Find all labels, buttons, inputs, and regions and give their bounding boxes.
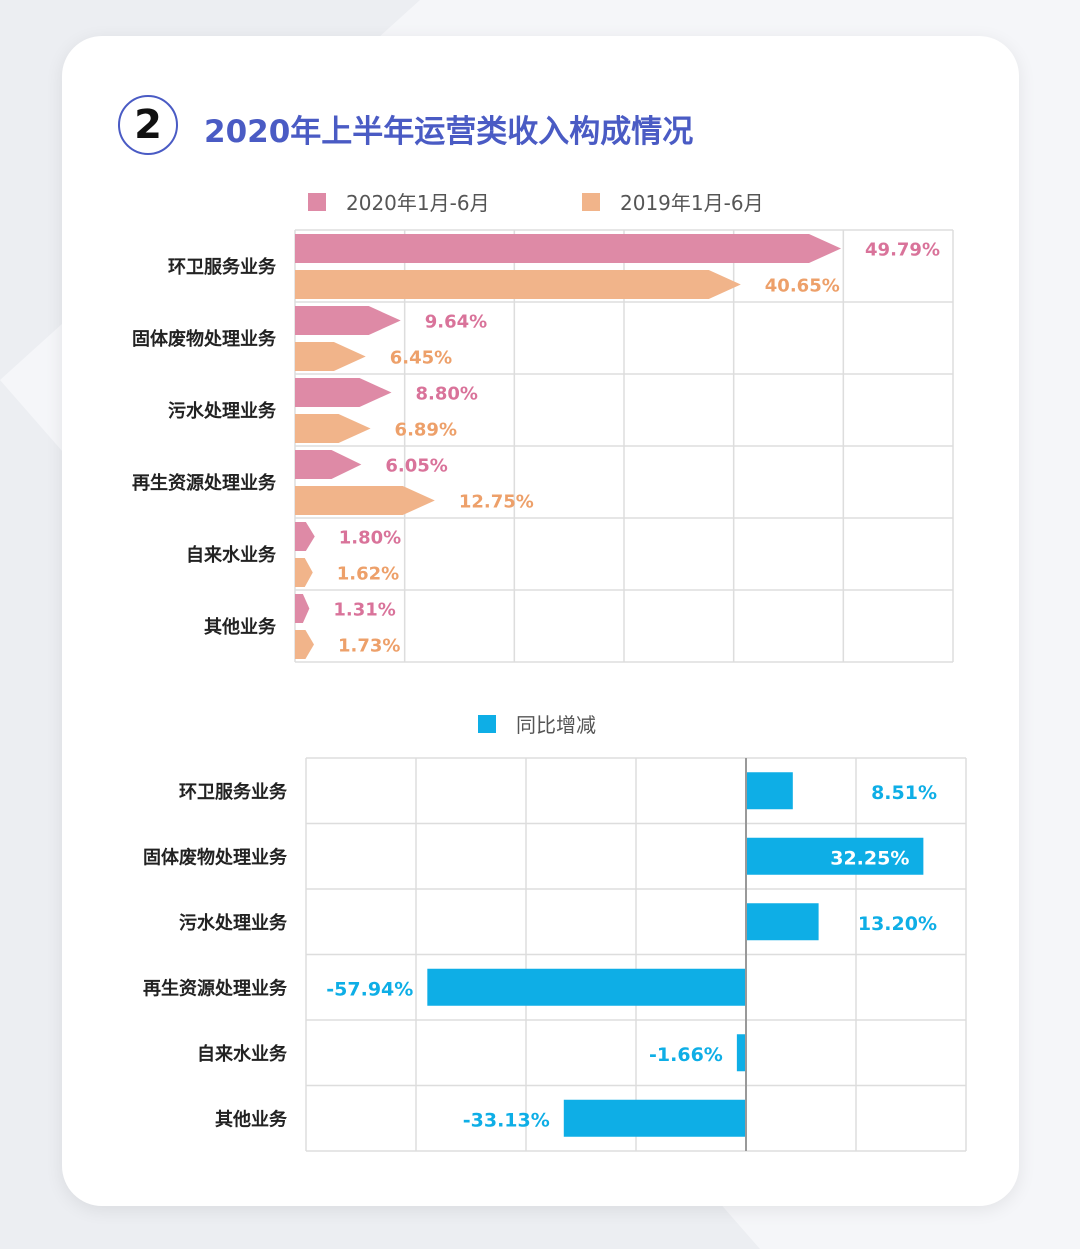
section-number: 2	[134, 102, 162, 148]
legend-item-yoy: 同比增减	[478, 709, 596, 738]
legend-swatch-2019	[582, 192, 600, 211]
bar-2019	[295, 414, 371, 443]
category-label: 环卫服务业务	[168, 256, 277, 278]
category-label: 固体废物处理业务	[132, 328, 277, 350]
bar-2019	[295, 558, 313, 587]
category-label: 其他业务	[204, 616, 277, 638]
bar-2019	[295, 270, 741, 299]
category-label: 固体废物处理业务	[143, 846, 288, 868]
category-label: 再生资源处理业务	[132, 472, 277, 494]
bar-2020	[295, 522, 315, 551]
bar-2020	[295, 450, 362, 479]
data-label-yoy: 13.20%	[858, 913, 937, 935]
data-label-2020: 8.80%	[416, 384, 478, 405]
category-label: 再生资源处理业务	[143, 977, 288, 999]
legend-label-2020: 2020年1月-6月	[346, 191, 490, 215]
data-label-yoy: -33.13%	[463, 1109, 550, 1131]
bar-2020	[295, 378, 392, 407]
bar-yoy	[746, 903, 819, 941]
bar-yoy	[736, 1034, 746, 1072]
data-label-2020: 6.05%	[385, 456, 447, 477]
category-label: 其他业务	[215, 1108, 288, 1130]
legend-item-2020: 2020年1月-6月	[308, 187, 490, 216]
section-number-badge: 2	[118, 95, 178, 155]
data-label-2019: 6.89%	[395, 420, 457, 441]
bar-yoy	[427, 968, 746, 1006]
bar-2020	[295, 234, 842, 263]
data-label-2019: 12.75%	[459, 492, 534, 513]
bar-yoy	[746, 837, 924, 875]
page-title: 2020年上半年运营类收入构成情况	[204, 114, 694, 150]
data-label-2020: 49.79%	[865, 240, 940, 261]
data-label-yoy: 32.25%	[830, 847, 909, 869]
category-label: 环卫服务业务	[179, 781, 288, 803]
category-label: 污水处理业务	[168, 400, 277, 422]
legend-swatch-2020	[308, 192, 326, 211]
data-label-yoy: -57.94%	[326, 978, 413, 1000]
legend-item-2019: 2019年1月-6月	[582, 187, 764, 216]
legend-label-2019: 2019年1月-6月	[620, 191, 764, 215]
data-label-yoy: 8.51%	[871, 782, 937, 804]
data-label-2019: 1.62%	[337, 564, 399, 585]
category-label: 自来水业务	[186, 544, 277, 566]
bar-yoy	[563, 1099, 746, 1137]
data-label-2020: 1.80%	[339, 528, 401, 549]
data-label-yoy: -1.66%	[649, 1044, 723, 1066]
category-label: 自来水业务	[197, 1043, 288, 1065]
legend-swatch-yoy	[478, 714, 496, 733]
bar-2019	[295, 486, 435, 515]
data-label-2019: 40.65%	[765, 276, 840, 297]
bar-yoy	[746, 772, 793, 810]
bar-2019	[295, 342, 366, 371]
content-card	[62, 36, 1019, 1206]
data-label-2020: 1.31%	[333, 600, 395, 621]
bar-2019	[295, 630, 314, 659]
bar-2020	[295, 594, 310, 623]
data-label-2019: 6.45%	[390, 348, 452, 369]
legend-label-yoy: 同比增减	[516, 713, 596, 737]
bar-2020	[295, 306, 401, 335]
data-label-2020: 9.64%	[425, 312, 487, 333]
category-label: 污水处理业务	[179, 912, 288, 934]
data-label-2019: 1.73%	[338, 636, 400, 657]
